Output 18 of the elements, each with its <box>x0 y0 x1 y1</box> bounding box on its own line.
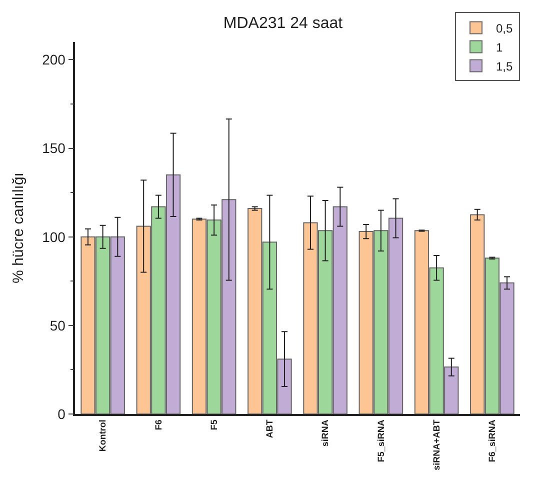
x-tick-label: ABT <box>264 419 275 438</box>
y-tick-label: 0 <box>58 406 66 422</box>
x-tick-label: F6 <box>153 420 164 430</box>
y-axis-title: % hücre canlılığı <box>10 172 27 284</box>
y-tick-label: 150 <box>42 140 66 156</box>
x-tick-label: F5 <box>208 420 219 430</box>
legend-label: 1 <box>496 40 503 54</box>
x-tick-label: F6_siRNA <box>487 419 498 462</box>
y-tick-label: 200 <box>42 52 66 68</box>
x-tick-label: Kontrol <box>98 420 108 452</box>
x-tick-label: F5_siRNA <box>376 419 386 462</box>
chart-title: MDA231 24 saat <box>223 15 344 32</box>
legend-label: 1,5 <box>496 59 514 74</box>
y-tick-label: 50 <box>50 317 66 334</box>
x-tick-label: siRNA+ABT <box>431 419 442 470</box>
legend-label: 0,5 <box>496 21 514 36</box>
y-tick-label: 100 <box>42 228 66 245</box>
x-tick-label: siRNA <box>320 419 330 447</box>
